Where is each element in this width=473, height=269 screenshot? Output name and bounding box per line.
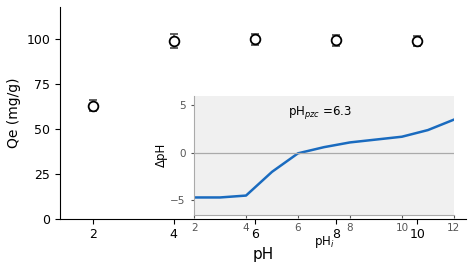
Y-axis label: Qe (mg/g): Qe (mg/g): [7, 78, 21, 148]
X-axis label: pH: pH: [253, 247, 274, 262]
